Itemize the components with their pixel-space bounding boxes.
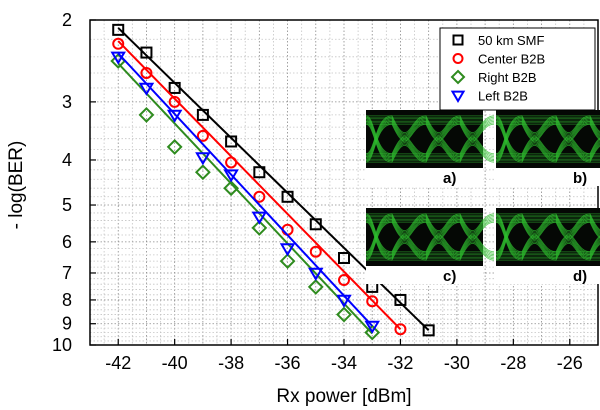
x-tick-label: -30 [444, 353, 470, 373]
eye-diagram-inset: d) [495, 208, 600, 285]
data-point [394, 323, 407, 336]
data-point [195, 152, 211, 166]
data-point [309, 245, 322, 258]
fit-line [117, 52, 373, 327]
legend-box [439, 27, 596, 111]
x-tick-label: -32 [387, 353, 413, 373]
y-tick-label: 9 [62, 314, 72, 334]
series-right-b2b [110, 53, 381, 341]
fit-line [117, 40, 402, 330]
y-tick-label: 6 [62, 232, 72, 252]
legend-label: 50 km SMF [478, 33, 545, 48]
data-point [338, 274, 350, 287]
legend-item: Center B2B [452, 52, 545, 67]
eye-diagram-inset: a) [365, 110, 495, 187]
data-point [338, 252, 350, 265]
data-point [336, 294, 352, 308]
data-point [422, 324, 435, 337]
inset-label: d) [573, 268, 587, 285]
inset-label: b) [573, 170, 587, 187]
data-point [138, 106, 155, 123]
data-point [281, 223, 294, 236]
eye-diagram-insets: a) b) c) d) [365, 110, 600, 285]
data-point [166, 139, 183, 155]
data-point [138, 82, 155, 96]
y-axis-label: - log(BER) [6, 141, 27, 230]
inset-caption-bg [366, 266, 483, 284]
data-point [194, 164, 211, 181]
data-point [281, 190, 294, 203]
data-point [251, 211, 268, 225]
inset-label: c) [443, 268, 456, 285]
data-point [168, 81, 181, 94]
data-point [223, 169, 239, 183]
data-point [253, 190, 266, 203]
data-point [225, 135, 238, 148]
x-tick-label: -36 [275, 353, 301, 373]
data-point [364, 324, 381, 341]
legend-item: Left B2B [450, 89, 528, 104]
legend-item: Right B2B [450, 69, 537, 85]
data-point [450, 69, 466, 85]
data-point [112, 23, 125, 36]
data-point [452, 34, 464, 46]
data-point [196, 108, 209, 121]
legend-label: Center B2B [478, 52, 545, 67]
x-tick-label: -26 [557, 353, 583, 373]
y-tick-label: 4 [62, 150, 72, 170]
y-tick-labels: 2 3 4 5 6 7 8 910 [52, 10, 96, 355]
legend-item: 50 km SMF [452, 33, 545, 48]
data-point [279, 243, 296, 257]
data-point [251, 220, 268, 236]
data-point [309, 218, 322, 231]
inset-caption-bg [496, 168, 600, 186]
y-tick-label: 3 [62, 92, 72, 112]
data-point [166, 109, 183, 123]
data-point [112, 37, 125, 50]
x-axis-label: Rx power [dBm] [276, 386, 411, 407]
data-point [452, 53, 464, 64]
x-tick-label: -38 [218, 353, 244, 373]
data-point [253, 166, 266, 179]
fit-line [117, 62, 373, 335]
data-point [225, 156, 238, 169]
inset-caption-bg [496, 266, 600, 284]
data-point [196, 129, 209, 142]
y-tick-label: 2 [62, 10, 72, 30]
eye-diagram-inset: b) [495, 110, 600, 187]
y-tick-label: 5 [62, 195, 72, 215]
data-point [140, 46, 153, 59]
data-point [394, 293, 407, 306]
data-point [140, 66, 153, 79]
legend-label: Left B2B [478, 89, 528, 104]
x-tick-label: -28 [500, 353, 526, 373]
series-center-b2b [112, 37, 407, 336]
data-point [110, 51, 126, 65]
data-point [308, 267, 324, 281]
data-point [223, 180, 240, 197]
x-tick-label: -40 [162, 353, 188, 373]
y-tick-label: 10 [52, 335, 72, 355]
inset-label: a) [443, 170, 456, 187]
legend: 50 km SMF Center B2B Right B2B Left B2B [439, 27, 596, 111]
x-tick-label: -34 [331, 353, 357, 373]
x-tick-label: -42 [105, 353, 131, 373]
legend-label: Right B2B [478, 70, 537, 85]
data-point [450, 90, 466, 103]
data-point [364, 320, 380, 334]
eye-diagram-inset: c) [365, 208, 495, 285]
x-tick-labels: -42 -40 -38 -36 -34 -32 -30 -28 -26 [105, 339, 583, 373]
data-point [279, 253, 296, 270]
y-tick-label: 7 [62, 263, 72, 283]
data-point [366, 295, 379, 308]
data-point [336, 306, 352, 323]
data-series [110, 23, 435, 341]
series-left-b2b [110, 51, 380, 334]
y-tick-label: 8 [62, 290, 72, 310]
data-point [307, 278, 324, 295]
inset-caption-bg [366, 168, 483, 186]
data-point [168, 95, 181, 108]
